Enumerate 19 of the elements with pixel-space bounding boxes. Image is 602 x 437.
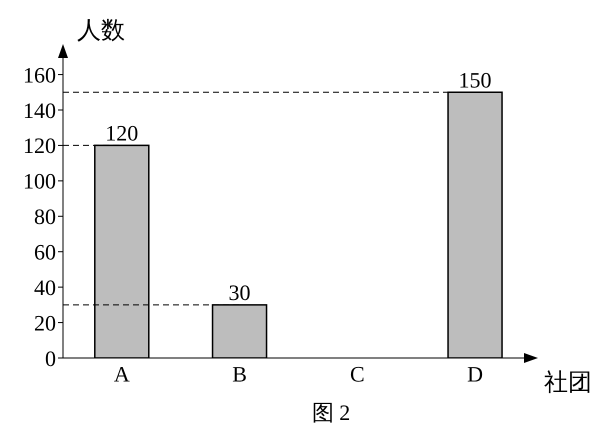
x-tick-label: B	[232, 362, 247, 387]
caption: 图 2	[310, 399, 352, 427]
y-tick-label: 160	[23, 62, 56, 88]
x-tick-label: A	[114, 362, 130, 387]
y-axis-title: 人数	[77, 18, 125, 44]
y-tick-label: 60	[34, 240, 56, 265]
data-label: 150	[458, 67, 492, 92]
x-tick-label: D	[467, 362, 484, 387]
data-label: 120	[105, 120, 138, 146]
y-tick-label: 80	[34, 204, 56, 230]
y-tick-label: 140	[23, 98, 56, 123]
x-axis-title: 社团	[544, 370, 592, 396]
y-tick-label: 0	[45, 346, 56, 371]
y-tick-label: 120	[23, 133, 56, 158]
data-label: 30	[228, 280, 251, 305]
y-tick-label: 100	[23, 168, 56, 194]
y-tick-label: 40	[34, 274, 56, 300]
y-tick-label: 20	[34, 310, 56, 336]
x-tick-label: C	[350, 362, 365, 387]
